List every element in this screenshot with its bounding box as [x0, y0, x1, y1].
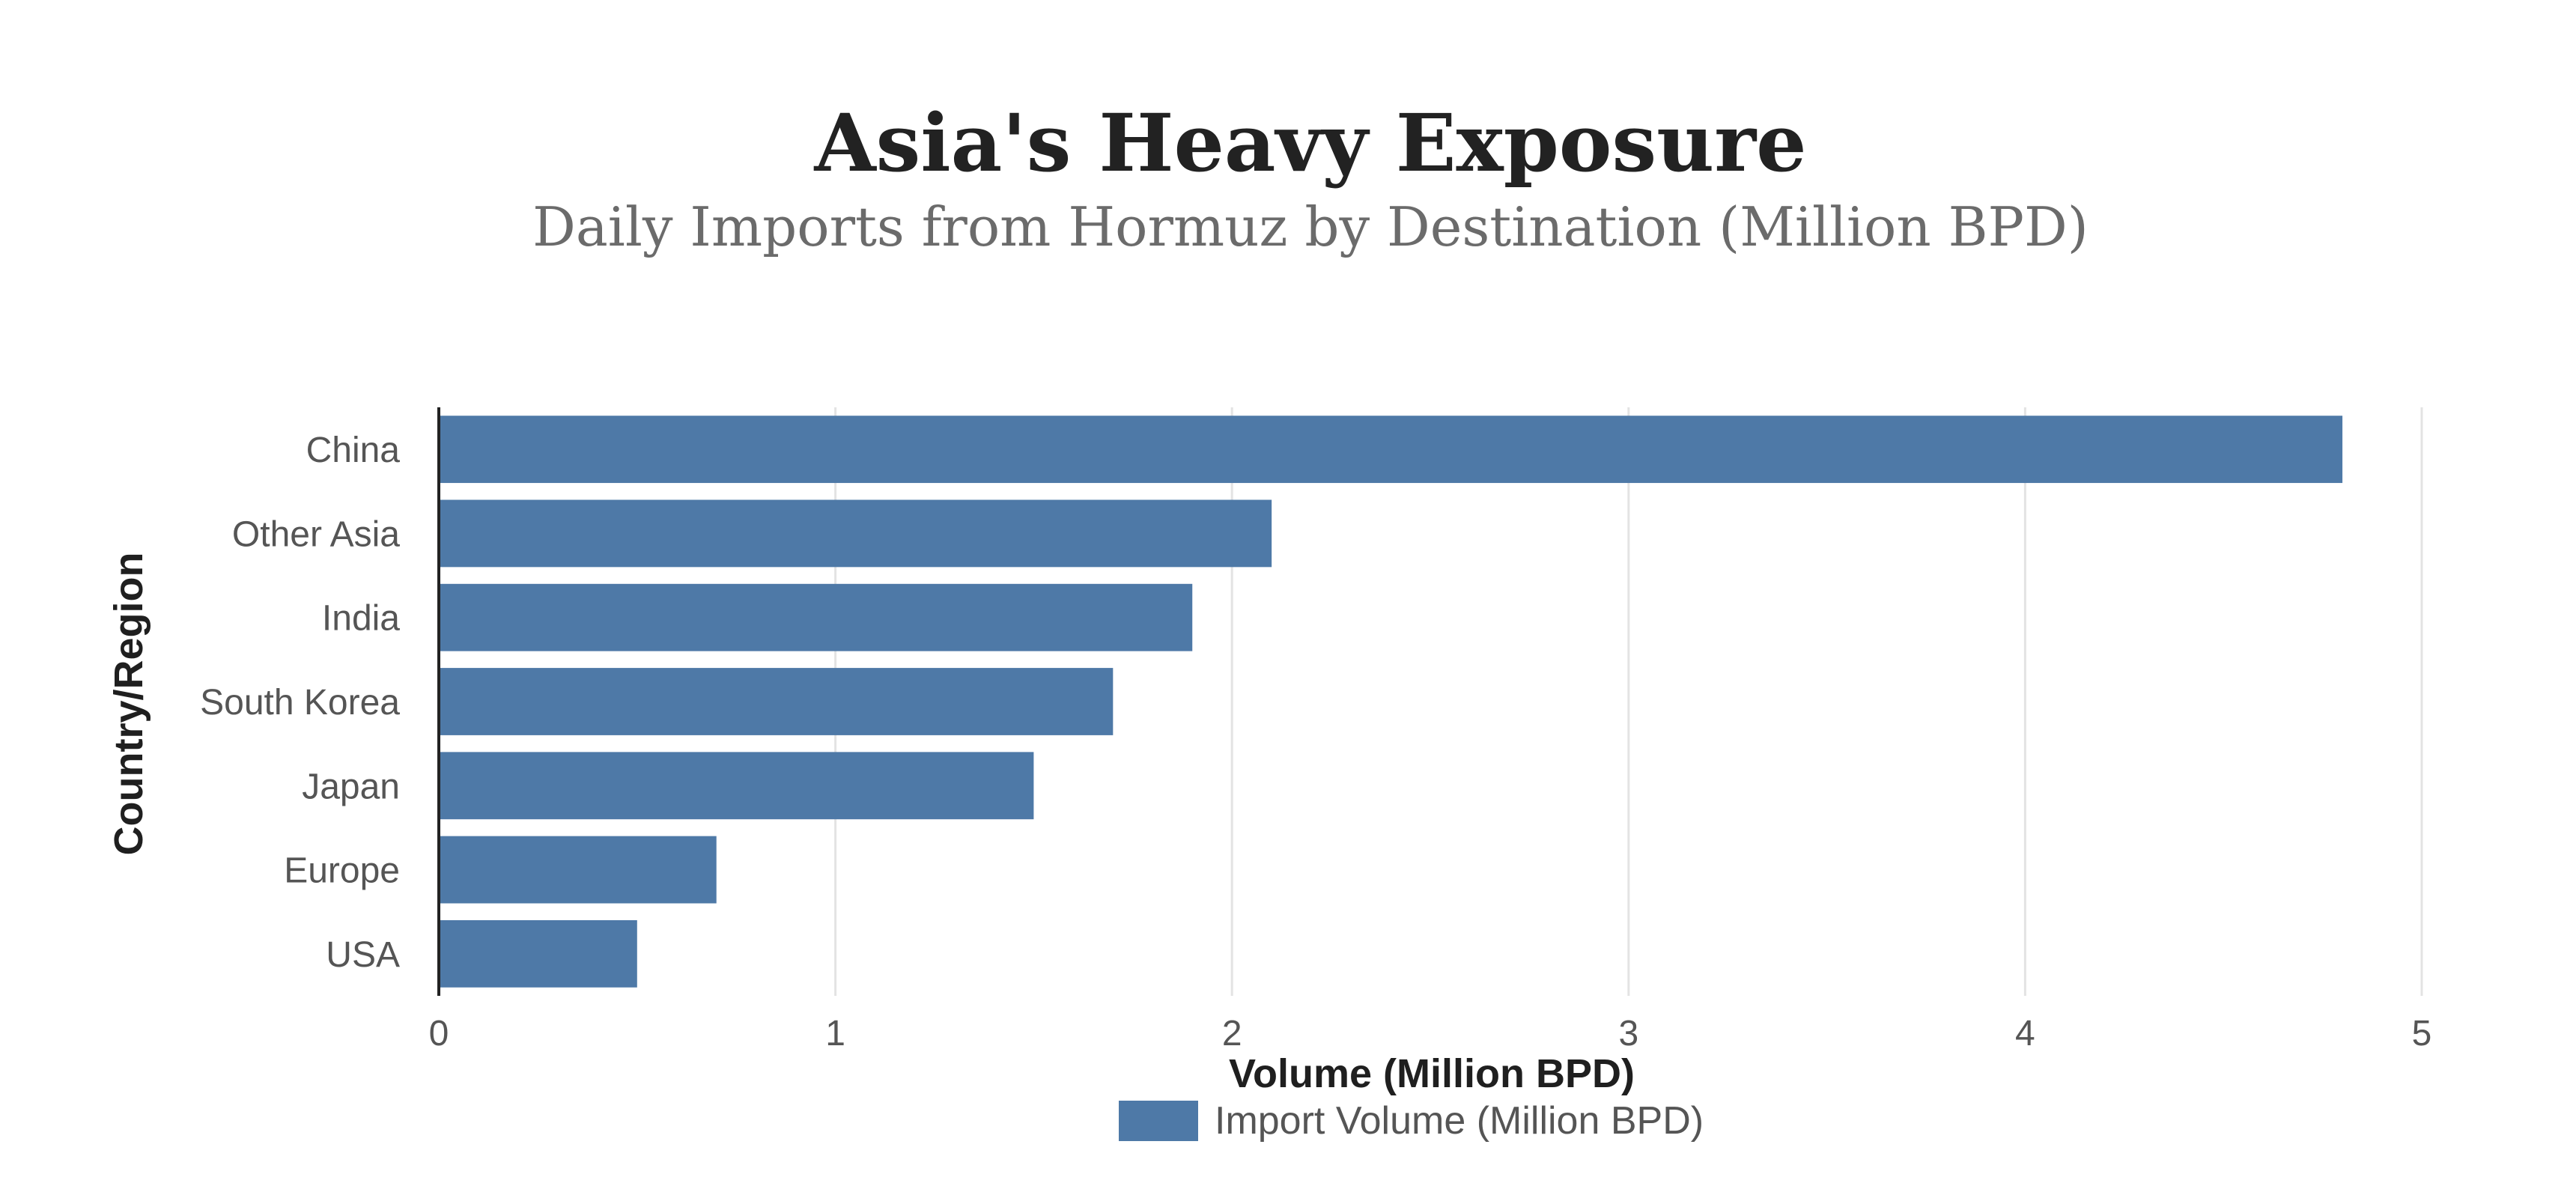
bar-usa: [439, 919, 637, 988]
y-category-label: Japan: [302, 767, 400, 806]
bar-south-korea: [439, 668, 1114, 735]
y-category-label: China: [306, 431, 401, 470]
legend-label: Import Volume (Million BPD): [1215, 1099, 1704, 1143]
chart-subtitle: Daily Imports from Hormuz by Destination…: [532, 195, 2089, 258]
x-tick-label: 3: [1618, 1014, 1638, 1053]
bar-europe: [439, 836, 717, 904]
bar-japan: [439, 752, 1034, 820]
x-axis-title: Volume (Million BPD): [1229, 1051, 1635, 1096]
y-category-labels: China Other Asia India South Korea Japan Euro…: [200, 431, 400, 975]
bar-china: [439, 416, 2343, 484]
x-tick-labels: 0 1 2 3 4 5: [429, 1014, 2432, 1053]
x-tick-label: 2: [1222, 1014, 1242, 1053]
y-category-label: Europe: [284, 851, 400, 891]
chart-title: Asia's Heavy Exposure: [813, 96, 1806, 189]
x-tick-label: 5: [2412, 1014, 2432, 1053]
legend-swatch: [1119, 1101, 1198, 1141]
x-tick-label: 4: [2015, 1014, 2035, 1053]
bars: [439, 416, 2343, 988]
bar-india: [439, 583, 1193, 651]
x-tick-label: 0: [429, 1014, 449, 1053]
x-tick-label: 1: [825, 1014, 845, 1053]
y-category-label: South Korea: [200, 683, 400, 723]
legend: Import Volume (Million BPD): [1119, 1099, 1704, 1143]
y-axis-title: Country/Region: [106, 553, 151, 856]
y-category-label: Other Asia: [232, 514, 400, 554]
y-category-label: India: [322, 599, 400, 639]
y-category-label: USA: [326, 935, 400, 975]
bar-other-asia: [439, 499, 1272, 568]
